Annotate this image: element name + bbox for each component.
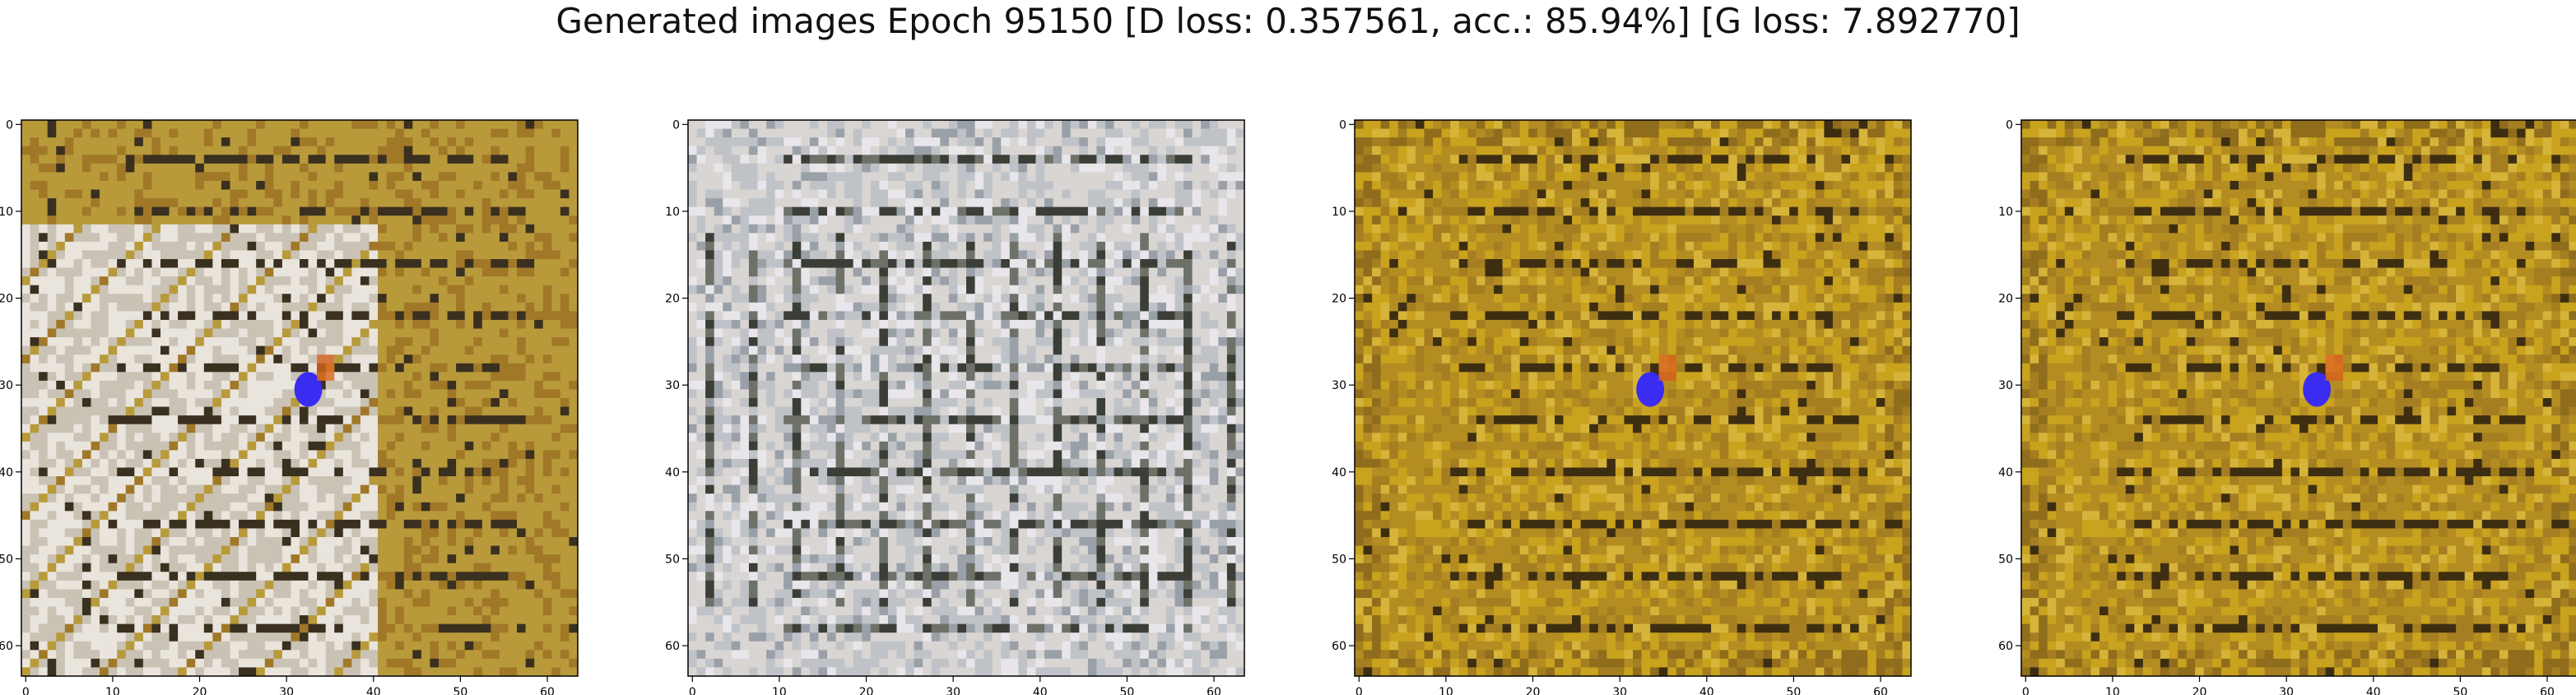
y-tick-label: 60 — [0, 640, 13, 653]
x-tick-label: 60 — [540, 686, 555, 695]
y-tick-label: 20 — [665, 293, 680, 306]
y-tick-label: 60 — [1332, 640, 1346, 653]
x-tick-label: 10 — [105, 686, 120, 695]
x-tick-label: 60 — [1207, 686, 1221, 695]
x-tick-label: 30 — [279, 686, 294, 695]
x-tick-label: 20 — [1526, 686, 1541, 695]
figure-title: Generated images Epoch 95150 [D loss: 0.… — [556, 1, 2020, 41]
x-tick-label: 0 — [2022, 686, 2030, 695]
y-tick-label: 0 — [6, 118, 13, 132]
y-tick-label: 30 — [1332, 379, 1346, 392]
axes-frame — [2020, 119, 2576, 677]
y-tick-label: 20 — [1332, 293, 1346, 306]
y-tick-label: 10 — [0, 206, 13, 219]
y-tick-label: 50 — [1998, 553, 2013, 566]
y-tick-label: 10 — [1998, 206, 2013, 219]
y-tick-label: 60 — [1998, 640, 2013, 653]
orange-streak — [2325, 354, 2343, 381]
x-tick-label: 10 — [772, 686, 787, 695]
x-tick-label: 20 — [193, 686, 207, 695]
blue-blob — [1636, 372, 1665, 407]
x-tick-label: 40 — [1033, 686, 1048, 695]
x-tick-label: 10 — [2105, 686, 2120, 695]
y-tick-label: 0 — [672, 118, 680, 132]
blue-blob — [294, 372, 323, 407]
x-tick-label: 10 — [1439, 686, 1453, 695]
y-tick-label: 50 — [0, 553, 13, 566]
image-panel-1: 0 0 10 10 20 20 30 30 40 40 50 50 60 60 — [0, 118, 579, 695]
y-tick-label: 0 — [1339, 118, 1346, 132]
x-tick-label: 20 — [859, 686, 874, 695]
x-tick-label: 60 — [1873, 686, 1888, 695]
y-tick-label: 10 — [1332, 206, 1346, 219]
y-tick-label: 20 — [0, 293, 13, 306]
axes-frame — [21, 119, 579, 677]
x-tick-label: 40 — [1700, 686, 1714, 695]
x-tick-label: 50 — [2453, 686, 2467, 695]
orange-streak — [317, 354, 335, 381]
y-tick-label: 50 — [665, 553, 680, 566]
x-tick-label: 0 — [689, 686, 696, 695]
y-tick-label: 40 — [1332, 466, 1346, 480]
y-tick-label: 30 — [1998, 379, 2013, 392]
image-panel-2: 0 0 10 10 20 20 30 30 40 40 50 50 60 60 — [665, 118, 1245, 695]
y-tick-label: 30 — [665, 379, 680, 392]
x-tick-label: 60 — [2540, 686, 2555, 695]
y-tick-label: 50 — [1332, 553, 1346, 566]
x-tick-label: 30 — [946, 686, 960, 695]
axes-frame — [687, 119, 1245, 677]
y-tick-label: 40 — [665, 466, 680, 480]
x-tick-label: 0 — [22, 686, 30, 695]
x-tick-label: 50 — [1119, 686, 1134, 695]
x-tick-label: 30 — [2279, 686, 2294, 695]
y-tick-label: 40 — [1998, 466, 2013, 480]
x-tick-label: 40 — [366, 686, 381, 695]
y-tick-label: 0 — [2006, 118, 2013, 132]
y-tick-label: 30 — [0, 379, 13, 392]
y-tick-label: 60 — [665, 640, 680, 653]
orange-streak — [1658, 354, 1676, 381]
x-tick-label: 50 — [1786, 686, 1801, 695]
blue-blob — [2303, 372, 2332, 407]
x-tick-label: 0 — [1355, 686, 1363, 695]
x-tick-label: 40 — [2366, 686, 2381, 695]
x-tick-label: 30 — [1612, 686, 1627, 695]
image-panel-4: 0 0 10 10 20 20 30 30 40 40 50 50 60 60 — [1998, 118, 2576, 695]
axes-frame — [1354, 119, 1912, 677]
x-tick-label: 50 — [453, 686, 467, 695]
y-tick-label: 20 — [1998, 293, 2013, 306]
y-tick-label: 40 — [0, 466, 13, 480]
y-tick-label: 10 — [665, 206, 680, 219]
image-panel-3: 0 0 10 10 20 20 30 30 40 40 50 50 60 60 — [1332, 118, 1912, 695]
x-tick-label: 20 — [2192, 686, 2207, 695]
